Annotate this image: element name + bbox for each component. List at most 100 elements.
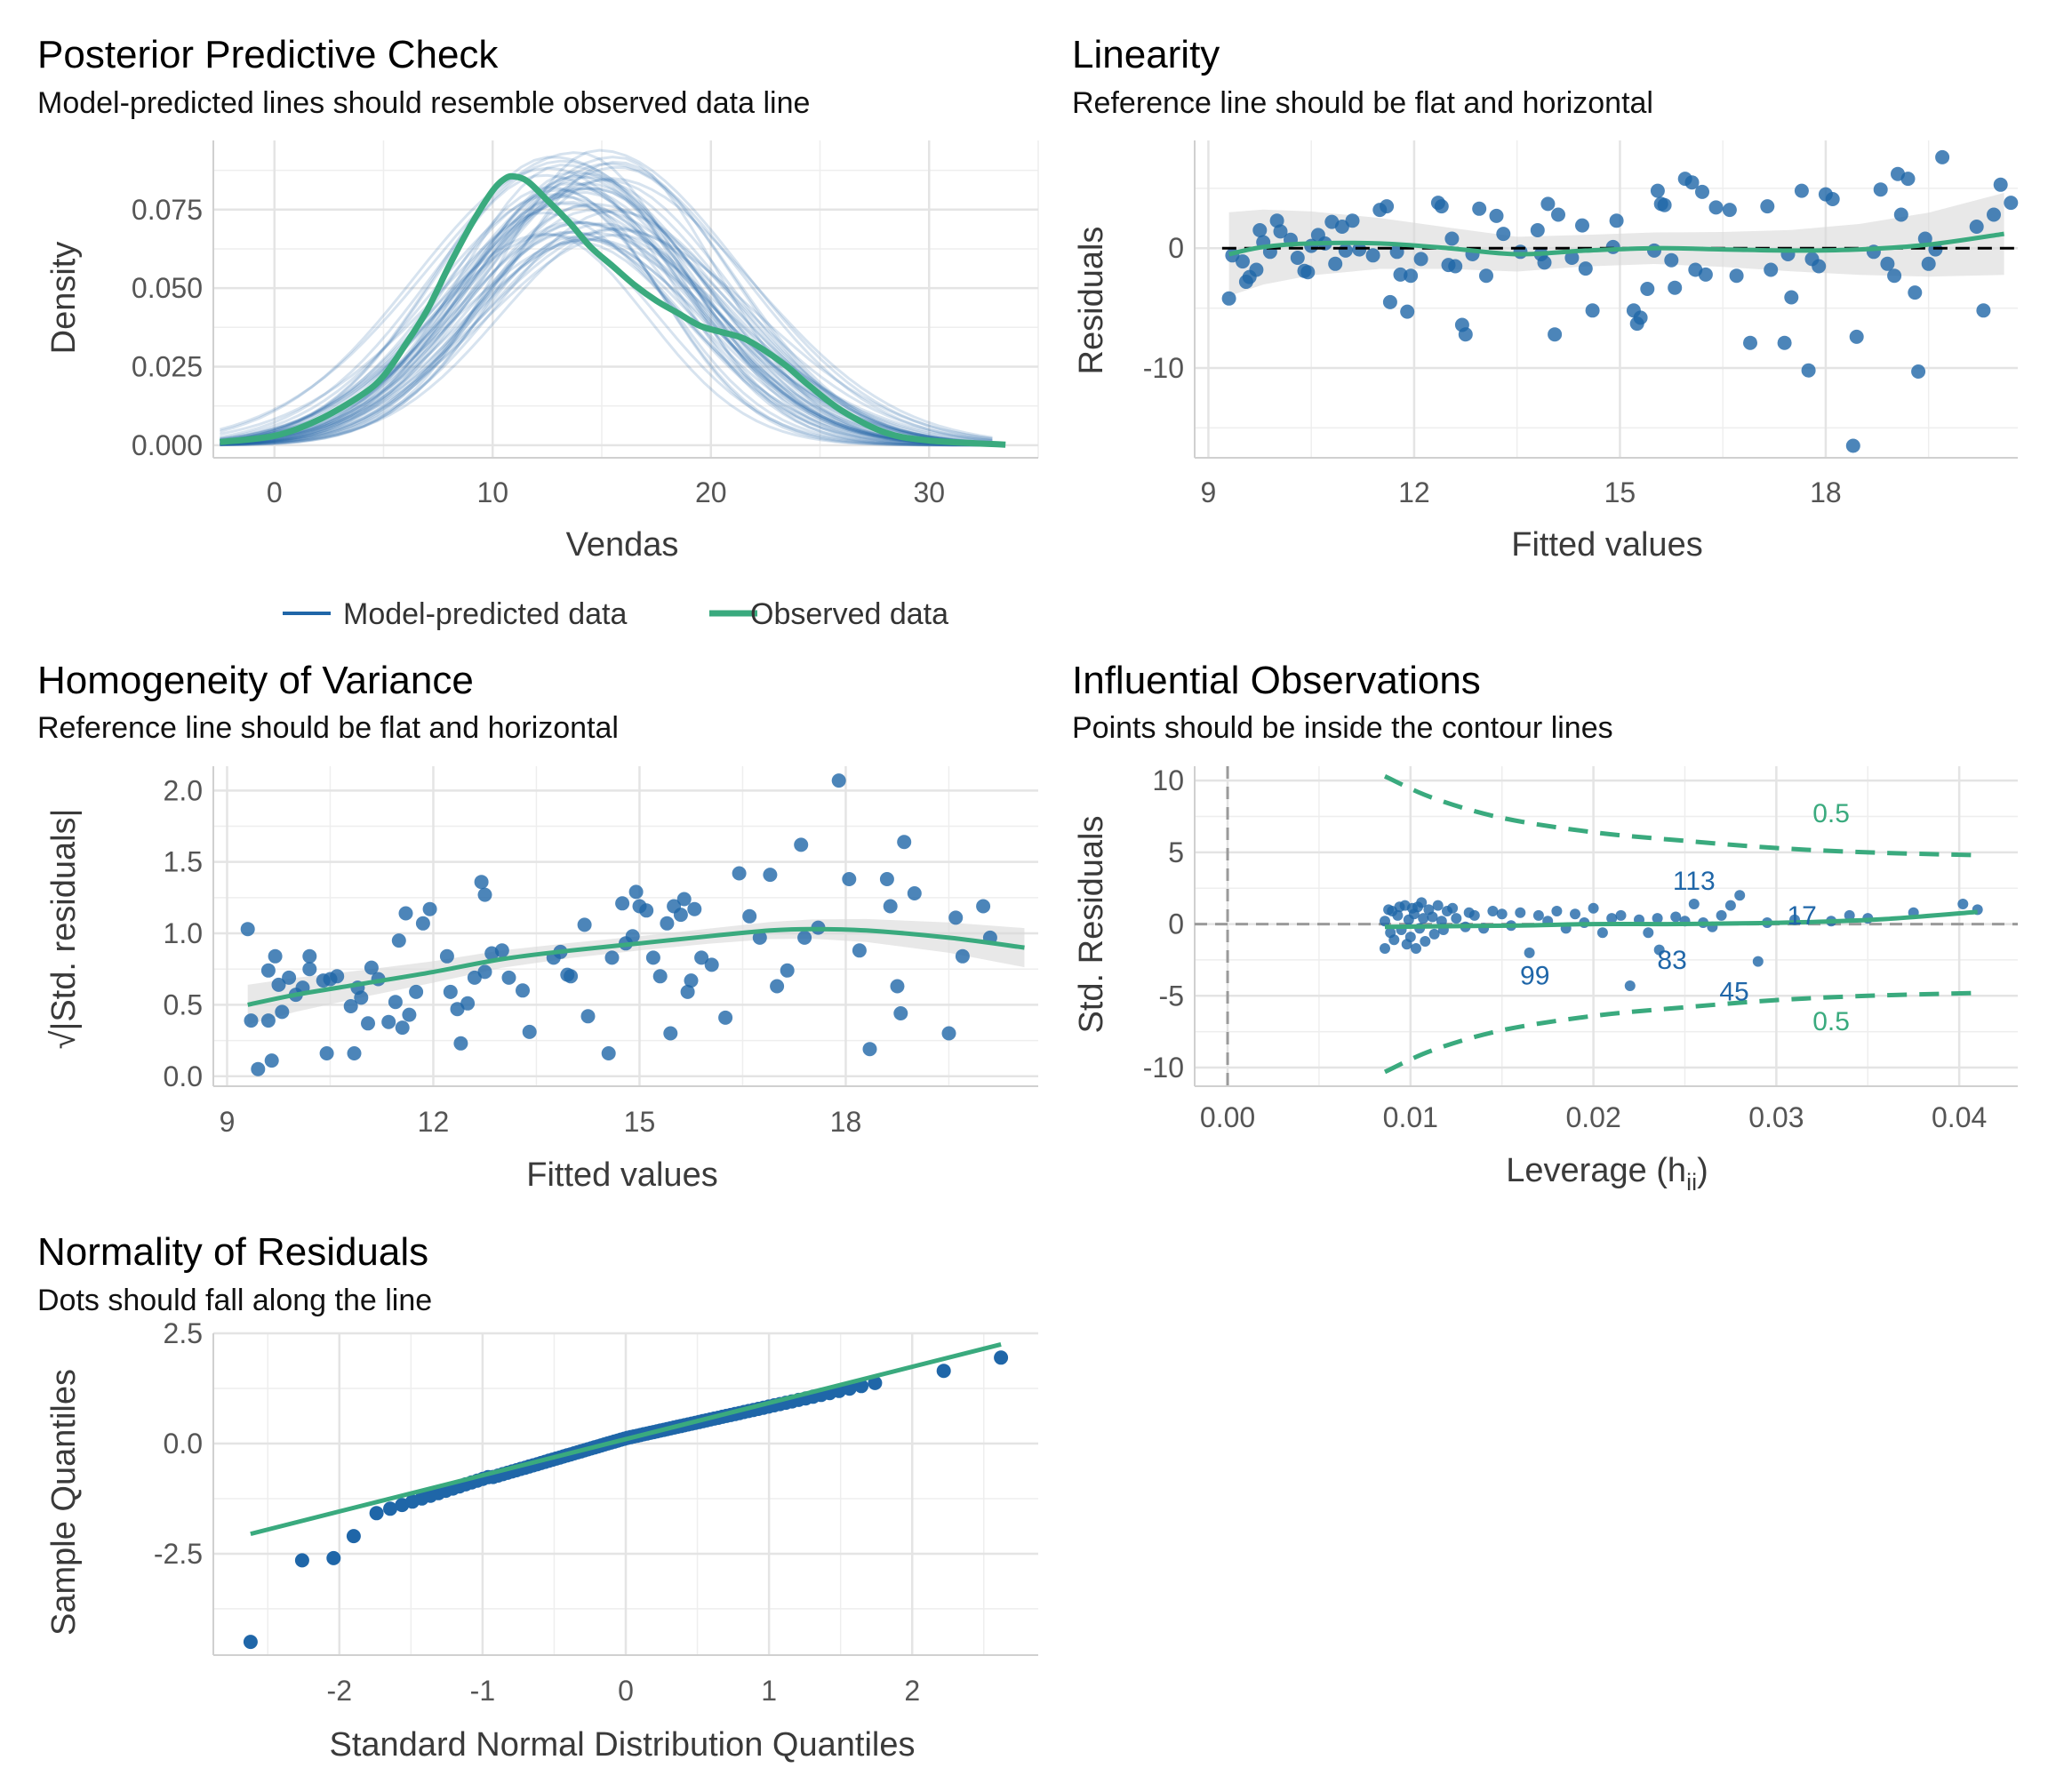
homogeneity-point (402, 1007, 417, 1022)
ppc-model-predicted-line (220, 209, 993, 446)
homogeneity-point (364, 960, 379, 975)
homogeneity-point (676, 892, 692, 907)
linearity-point (1647, 243, 1661, 258)
linearity-tick-labels: 9 12 15 18 -10 0 (1143, 232, 1842, 508)
linearity-point (1540, 196, 1556, 212)
homogeneity-point (663, 1026, 678, 1041)
linearity-point (1794, 183, 1809, 198)
homogeneity-point (388, 995, 403, 1010)
homogeneity-loess-line (247, 926, 1025, 1007)
homogeneity-point (704, 957, 719, 972)
ppc-model-predicted-line (220, 231, 993, 446)
influential-point (1515, 907, 1526, 918)
linearity-point (1784, 290, 1799, 305)
homogeneity-point (347, 1046, 362, 1060)
influential-point (1420, 936, 1431, 947)
linearity-point (1760, 199, 1775, 214)
normality-title: Normality of Residuals (37, 1230, 428, 1274)
normality-point (294, 1553, 309, 1568)
normality-y-tick-label: 2.5 (164, 1317, 203, 1349)
linearity-point (1969, 220, 1984, 234)
linearity-point (1845, 438, 1860, 453)
homogeneity-point (439, 948, 454, 964)
linearity-point (1722, 203, 1737, 218)
homogeneity-point (742, 908, 757, 924)
ppc-model-predicted-line (220, 175, 993, 445)
linearity-point (1698, 267, 1713, 282)
ppc-model-predicted-line (220, 156, 993, 444)
influential-point (1524, 947, 1535, 958)
influential-y-tick-label: -10 (1143, 1052, 1184, 1084)
ppc-model-predicted-line (220, 221, 993, 446)
linearity-point (1684, 175, 1700, 190)
linearity-point (1812, 259, 1827, 274)
influential-x-axis-label-main: Leverage (h (1506, 1152, 1686, 1189)
ppc-legend: Model-predicted data Observed data (283, 597, 948, 631)
influential-subtitle: Points should be inside the contour line… (1072, 711, 1613, 745)
influential-point (1606, 913, 1618, 924)
linearity-point (1338, 243, 1353, 258)
homogeneity-point (732, 866, 747, 881)
normality-x-axis-label: Standard Normal Distribution Quantiles (330, 1726, 916, 1764)
homogeneity-point (862, 1042, 877, 1057)
homogeneity-point (398, 906, 413, 921)
linearity-point (1334, 220, 1349, 234)
influential-point (1643, 927, 1654, 939)
influential-point (1418, 913, 1429, 924)
influential-point (1487, 906, 1499, 916)
homogeneity-point (797, 930, 812, 945)
homogeneity-point (244, 1013, 259, 1028)
homogeneity-point (319, 1046, 334, 1060)
homogeneity-point (941, 1026, 956, 1041)
linearity-point (1365, 248, 1380, 263)
influential-y-axis-label: Std. Residuals (1073, 815, 1110, 1033)
linearity-y-tick-label: -10 (1143, 352, 1184, 384)
linearity-point (1993, 177, 2008, 192)
ppc-model-predicted-line (220, 232, 993, 447)
influential-x-tick-label: 0.03 (1748, 1101, 1804, 1133)
influential-point (1653, 944, 1665, 956)
normality-x-tick-label: -2 (327, 1675, 352, 1707)
influential-upper-contour (1383, 774, 1978, 858)
influential-point (1688, 899, 1700, 909)
linearity-point (1269, 213, 1284, 228)
influential-point (1615, 909, 1627, 921)
linearity-point (1458, 327, 1473, 342)
homogeneity-subtitle: Reference line should be flat and horizo… (37, 711, 619, 745)
influential-point (1532, 909, 1544, 921)
linearity-point (1921, 256, 1936, 271)
influential-point (1716, 909, 1727, 921)
influential-point-label: 17 (1787, 901, 1816, 931)
homogeneity-point (976, 899, 991, 914)
ppc-tick-labels: 0 10 20 30 0.000 0.025 0.050 0.075 (132, 194, 945, 508)
ppc-model-predicted-line (220, 148, 993, 447)
normality-tick-labels: -2 -1 0 1 2 -2.5 0.0 2.5 (154, 1317, 920, 1707)
ppc-grid (212, 140, 1039, 459)
normality-reference-line (250, 1341, 1002, 1537)
homogeneity-point (652, 969, 668, 984)
linearity-subtitle: Reference line should be flat and horizo… (1072, 86, 1653, 120)
influential-point (1427, 911, 1438, 923)
homogeneity-point (275, 1004, 290, 1020)
homogeneity-point (477, 887, 492, 902)
ppc-model-predicted-line (220, 170, 993, 446)
homogeneity-point (409, 984, 424, 999)
homogeneity-point (684, 973, 699, 988)
linearity-point (2004, 196, 2019, 211)
homogeneity-point (645, 950, 660, 965)
ppc-x-tick-label: 30 (913, 476, 945, 508)
linearity-point (1413, 252, 1428, 267)
homogeneity-point (443, 984, 458, 999)
homogeneity-point (831, 773, 846, 788)
linearity-point (1564, 251, 1580, 265)
ppc-model-predicted-line (220, 166, 993, 446)
linearity-point (1221, 291, 1236, 306)
homogeneity-smooth-line (247, 926, 1025, 1007)
linearity-point (1880, 256, 1895, 271)
ppc-model-predicted-line (220, 165, 993, 445)
influential-point (1652, 913, 1663, 924)
panel-normality-of-residuals: Normality of Residuals Dots should fall … (37, 1230, 1038, 1764)
influential-x-tick-label: 0.00 (1200, 1101, 1255, 1133)
normality-point (936, 1364, 951, 1379)
